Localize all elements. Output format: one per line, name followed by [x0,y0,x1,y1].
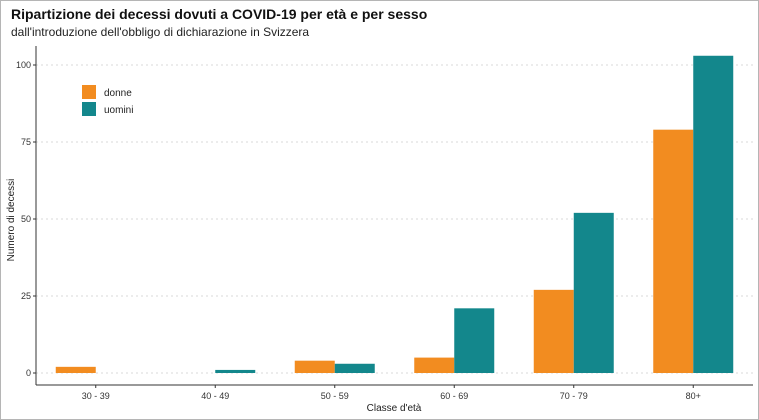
bar-donne [533,289,574,373]
y-axis-title: Numero di decessi [6,179,17,262]
bar-uomini [573,212,614,373]
bar-donne [55,366,96,373]
legend-label-donne: donne [104,88,132,99]
x-tick-label: 60 - 69 [440,391,468,401]
x-tick-label: 80+ [686,391,701,401]
bar-uomini [215,369,256,373]
y-tick-label: 100 [16,60,31,70]
y-tick-label: 0 [26,368,31,378]
gridlines [36,64,753,374]
bar-donne [653,129,694,373]
bars [55,55,734,373]
x-tick-label: 50 - 59 [321,391,349,401]
bar-uomini [334,363,375,373]
y-tick-label: 75 [21,137,31,147]
x-tick-label: 40 - 49 [201,391,229,401]
bar-uomini [454,308,495,373]
y-tick-label: 50 [21,214,31,224]
tick-labels: 0 25 50 75 100 30 - 39 40 - 49 50 - 59 60 - 69 70… [16,60,701,401]
bar-donne [294,360,335,373]
chart-subtitle: dall'introduzione dell'obbligo di dichia… [11,25,310,39]
x-tick-label: 30 - 39 [82,391,110,401]
bar-uomini [693,55,734,373]
legend: donne uomini [82,85,133,116]
bar-donne [414,357,455,373]
chart-title: Ripartizione dei decessi dovuti a COVID-… [11,6,428,22]
legend-swatch-donne [82,85,96,99]
legend-label-uomini: uomini [104,105,133,116]
y-tick-label: 25 [21,291,31,301]
x-axis-title: Classe d'età [367,403,422,414]
axes [33,46,753,388]
x-tick-label: 70 - 79 [560,391,588,401]
legend-swatch-uomini [82,102,96,116]
